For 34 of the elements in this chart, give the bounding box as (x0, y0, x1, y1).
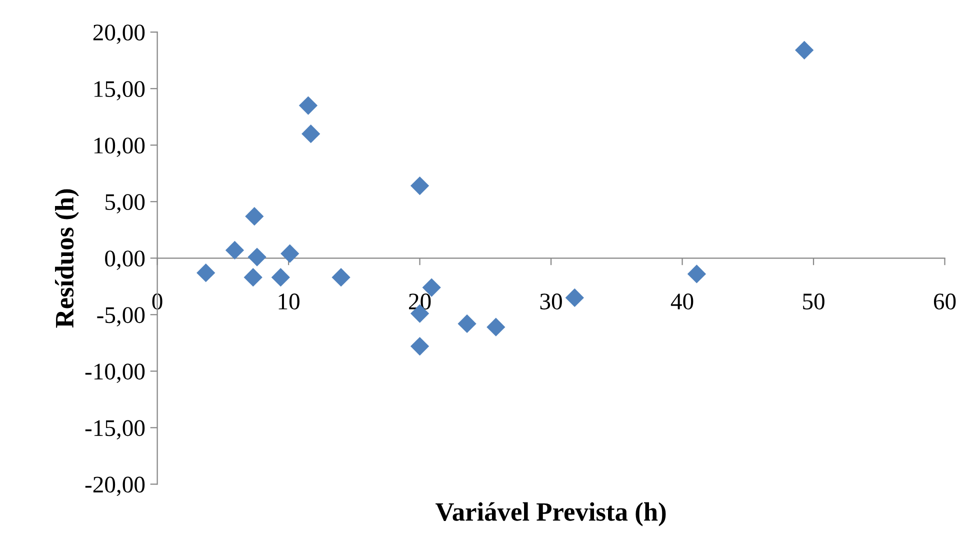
y-tick-label: 20,00 (93, 24, 145, 44)
y-tick-label: 0,00 (105, 250, 145, 270)
y-tick-label: 5,00 (106, 194, 145, 214)
point (271, 268, 290, 287)
point (225, 240, 244, 260)
point (245, 207, 264, 226)
y-axis-title: Resíduos (h) (54, 189, 79, 328)
y-tick-label: -20,00 (85, 476, 145, 496)
point (795, 40, 814, 60)
point (196, 264, 216, 282)
y-tick-label: -5,00 (97, 307, 145, 326)
point (486, 318, 506, 336)
point (280, 244, 300, 263)
x-tick-label: 30 (540, 294, 562, 310)
point (302, 124, 320, 144)
x-tick-label: 10 (278, 294, 300, 310)
point (298, 96, 318, 115)
y-tick-label: -15,00 (85, 420, 145, 440)
point (687, 264, 706, 284)
point (332, 268, 350, 287)
y-tick-label: 10,00 (94, 138, 145, 157)
y-tick-label: 15,00 (94, 81, 145, 100)
point (244, 268, 262, 287)
x-tick-label: 60 (934, 294, 956, 310)
point (248, 248, 266, 266)
point (458, 314, 476, 334)
x-tick-label: 0 (152, 294, 162, 310)
y-tick-label: -10,00 (85, 364, 145, 383)
point (410, 336, 430, 356)
x-tick-label: 40 (670, 294, 694, 310)
x-axis-title: Variável Prevista (h) (436, 502, 666, 526)
x-tick-label: 50 (803, 294, 824, 310)
point (410, 176, 430, 196)
point (565, 288, 584, 308)
